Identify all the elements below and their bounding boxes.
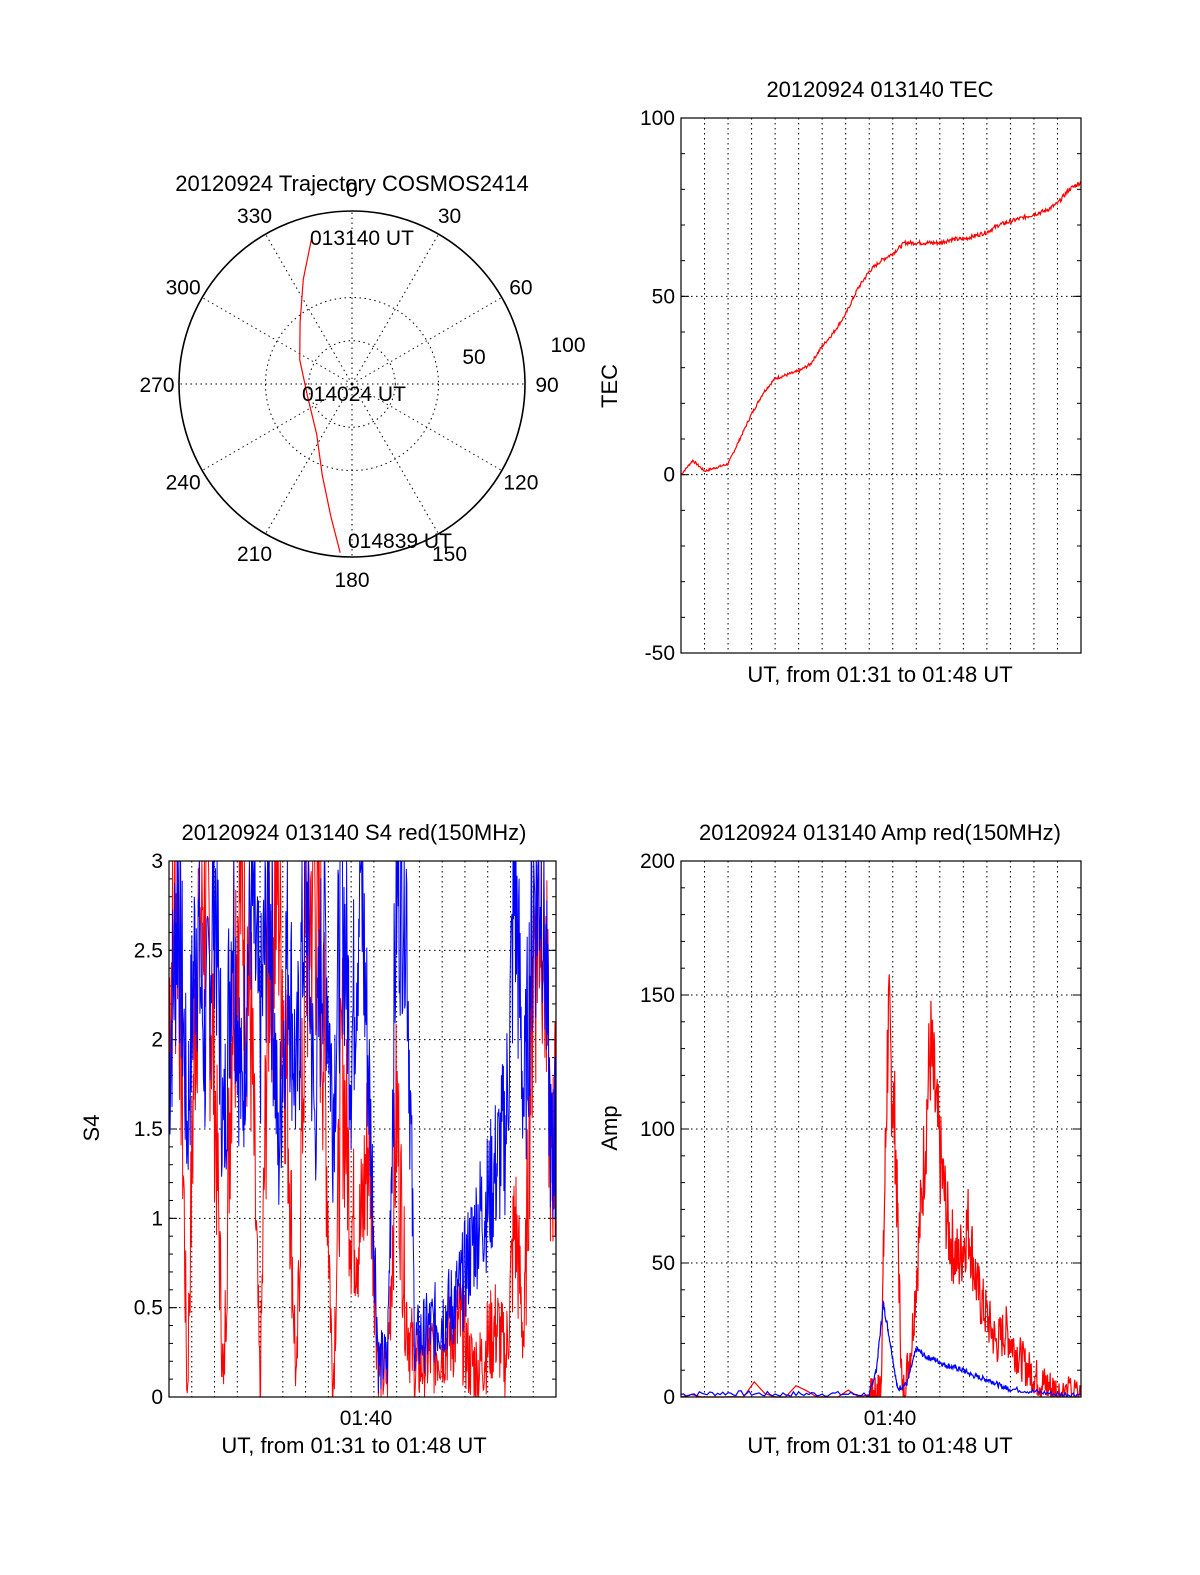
y-tick-label: 1.5 (134, 1118, 163, 1141)
y-tick-label: 50 (652, 1252, 675, 1275)
y-tick-label: 0.5 (134, 1297, 163, 1320)
s4-plot-frame (168, 860, 557, 1398)
y-tick-label: 3 (151, 850, 163, 873)
annotation-end-time: 014839 UT (348, 530, 452, 553)
polar-azimuth-labels: 0 30 60 90 120 150 180 210 240 270 300 330 (139, 179, 558, 592)
polar-azimuth-label-30: 30 (438, 205, 461, 228)
amp-panel: 20120924 013140 Amp red(150MHz) 0 50 100 15… (597, 820, 1082, 1458)
polar-outer-ring (178, 210, 526, 558)
polar-spoke-300 (201, 297, 353, 385)
annotation-mid-time: 014024 UT (302, 383, 406, 406)
polar-azimuth-label-60: 60 (509, 277, 532, 300)
tec-xlabel: UT, from 01:31 to 01:48 UT (747, 662, 1012, 687)
polar-spoke-150 (351, 383, 439, 535)
polar-spoke-30 (351, 233, 439, 385)
polar-spoke-60 (351, 297, 503, 385)
tec-title: 20120924 013140 TEC (766, 77, 993, 102)
y-tick-label: 2 (151, 1029, 163, 1052)
y-tick-label: 50 (652, 285, 675, 308)
s4-xlabel: UT, from 01:31 to 01:48 UT (221, 1433, 486, 1458)
polar-azimuth-label-330: 330 (237, 205, 272, 228)
polar-azimuth-label-150: 150 (432, 543, 467, 566)
trajectory-line (299, 235, 341, 553)
polar-spoke-120 (351, 383, 503, 471)
polar-spoke-330 (265, 233, 353, 385)
s4-panel: 20120924 013140 S4 red(150MHz) 0 0.5 1 1.5 2… (79, 820, 557, 1458)
polar-ring-50 (308, 340, 396, 428)
annotation-start-time: 013140 UT (310, 227, 414, 250)
amp-xlabel: UT, from 01:31 to 01:48 UT (747, 1433, 1012, 1458)
polar-azimuth-label-90: 90 (535, 374, 558, 397)
s4-red-series-line (168, 860, 557, 1398)
polar-grid (178, 210, 526, 558)
polar-spoke-210 (265, 383, 353, 535)
s4-title: 20120924 013140 S4 red(150MHz) (182, 820, 527, 845)
y-tick-label: 100 (640, 1118, 675, 1141)
polar-azimuth-label-120: 120 (503, 472, 538, 495)
amp-grid (681, 860, 1081, 1398)
polar-azimuth-label-0: 0 (346, 179, 358, 202)
tec-grid (681, 117, 1081, 654)
amp-y-tick-labels: 0 50 100 150 200 (640, 850, 675, 1409)
amp-ylabel: Amp (597, 1105, 622, 1150)
y-tick-label: 1 (151, 1207, 163, 1230)
polar-azimuth-label-240: 240 (166, 472, 201, 495)
tec-panel: 20120924 013140 TEC -50 0 50 100 TEC UT, fr… (597, 77, 1082, 687)
y-tick-label: 0 (151, 1386, 163, 1409)
tec-y-tick-labels: -50 0 50 100 (640, 107, 675, 665)
polar-radial-label-100: 100 (550, 334, 585, 357)
y-tick-label: -50 (645, 642, 675, 665)
y-tick-label: 0 (663, 464, 675, 487)
polar-panel: 20120924 Trajectory COSMOS2414 0 30 60 90 12… (139, 171, 585, 592)
s4-ylabel: S4 (79, 1115, 104, 1142)
y-tick-label: 0 (663, 1386, 675, 1409)
amp-plot-frame (680, 860, 1082, 1398)
polar-radial-label-50: 50 (462, 346, 485, 369)
polar-spoke-240 (201, 383, 353, 471)
s4-xtick-label: 01:40 (340, 1407, 393, 1430)
tec-series-line (680, 181, 1082, 476)
y-tick-label: 200 (640, 850, 675, 873)
tec-plot-frame (680, 117, 1082, 654)
polar-title: 20120924 Trajectory COSMOS2414 (175, 171, 528, 196)
tec-ylabel: TEC (597, 364, 622, 408)
polar-azimuth-label-210: 210 (237, 543, 272, 566)
polar-azimuth-label-270: 270 (139, 374, 174, 397)
amp-blue-series-line (680, 1299, 1082, 1399)
polar-azimuth-label-180: 180 (334, 569, 369, 592)
polar-azimuth-label-300: 300 (166, 277, 201, 300)
s4-blue-series-line (168, 859, 557, 1394)
y-tick-label: 2.5 (134, 939, 163, 962)
amp-title: 20120924 013140 Amp red(150MHz) (699, 820, 1061, 845)
y-tick-label: 150 (640, 984, 675, 1007)
y-tick-label: 100 (640, 107, 675, 130)
s4-y-tick-labels: 0 0.5 1 1.5 2 2.5 3 (134, 850, 163, 1409)
amp-xtick-label: 01:40 (864, 1407, 917, 1430)
amp-red-series-line (680, 974, 1082, 1398)
